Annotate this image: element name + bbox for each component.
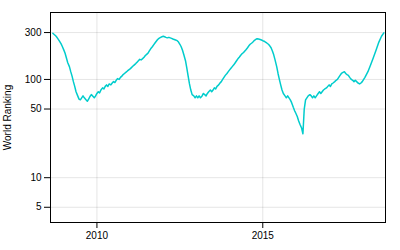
svg-text:300: 300 <box>25 27 42 38</box>
svg-text:50: 50 <box>30 103 42 114</box>
svg-text:2010: 2010 <box>86 230 109 241</box>
svg-text:100: 100 <box>25 74 42 85</box>
svg-text:10: 10 <box>30 172 42 183</box>
svg-text:5: 5 <box>36 201 42 212</box>
svg-text:World Ranking: World Ranking <box>2 85 13 150</box>
svg-text:2015: 2015 <box>252 230 275 241</box>
